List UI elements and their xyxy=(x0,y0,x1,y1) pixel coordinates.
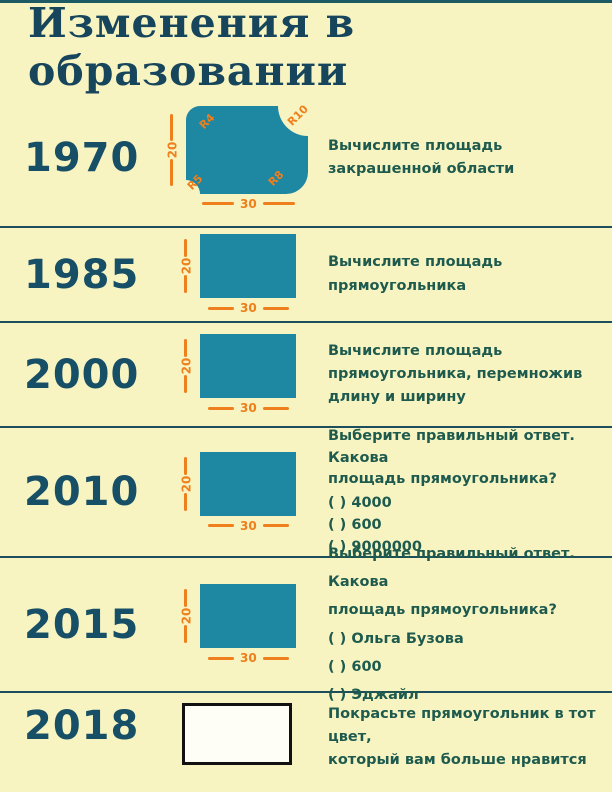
year-label: 2010 xyxy=(24,469,140,515)
dimension-line xyxy=(184,625,188,643)
task-text: Покрасьте прямоугольник в тот цвет, кото… xyxy=(328,703,612,773)
year-label: 2000 xyxy=(24,351,140,398)
dimension-line xyxy=(262,524,289,527)
row-2015: 2015 20 30 Выберите правильный ответ. Ка… xyxy=(0,546,612,703)
dimension-line xyxy=(170,158,174,186)
dimension-line xyxy=(184,375,188,393)
dimension-line xyxy=(184,492,188,511)
width-dimension: 30 xyxy=(207,301,289,315)
height-dimension: 20 xyxy=(178,239,195,293)
task-line: площадь прямоугольника? xyxy=(328,471,557,488)
task-line: прямоугольника xyxy=(328,277,467,294)
task-line: Вычислите площадь xyxy=(328,254,503,271)
answer-option: ( ) 9000000 xyxy=(328,538,422,555)
task-line: Покрасьте прямоугольник в тот цвет, xyxy=(328,706,596,746)
dimension-line xyxy=(184,275,188,293)
row-2018: 2018 Покрасьте прямоугольник в тот цвет,… xyxy=(0,691,612,792)
height-dimension: 20 xyxy=(164,113,181,186)
dimension-line xyxy=(207,524,234,527)
year-label: 2015 xyxy=(24,601,140,648)
height-dimension: 20 xyxy=(178,339,195,393)
dimension-line xyxy=(262,202,295,205)
dimension-line xyxy=(184,456,188,475)
dimension-line xyxy=(262,656,289,660)
width-dimension: 30 xyxy=(207,401,289,415)
height-dimension: 20 xyxy=(178,456,195,511)
width-dimension: 30 xyxy=(207,518,289,533)
width-dimension-label: 30 xyxy=(239,651,257,665)
task-text: Вычислите площадь прямоугольника, перемн… xyxy=(328,340,612,410)
page-title: Изменения в образовании xyxy=(28,0,356,95)
shape-area-2000: 20 30 xyxy=(146,334,328,415)
row-2010: 2010 20 30 Выберите правильный ответ. Ка… xyxy=(0,426,612,556)
task-text: Выберите правильный ответ. Какова площад… xyxy=(328,426,612,559)
task-text: Выберите правильный ответ. Какова площад… xyxy=(328,540,612,710)
rectangle-figure xyxy=(200,334,297,398)
dimension-line xyxy=(184,589,188,607)
height-dimension-label: 20 xyxy=(178,257,193,275)
dimension-line xyxy=(170,113,174,141)
blank-rectangle-figure xyxy=(182,703,292,765)
answer-option: ( ) Ольга Бузова xyxy=(328,630,464,647)
task-line: Вычислите площадь xyxy=(328,137,503,154)
rectangle-figure xyxy=(200,234,297,298)
rectangle-figure xyxy=(200,584,297,648)
dimension-line xyxy=(184,239,188,257)
height-dimension-label: 20 xyxy=(178,357,193,375)
task-line: Вычислите площадь xyxy=(328,342,503,359)
shape-area-2015: 20 30 xyxy=(146,584,328,665)
answer-option: ( ) 600 xyxy=(328,658,382,675)
dimension-line xyxy=(207,656,234,660)
task-line: площадь прямоугольника? xyxy=(328,602,557,619)
width-dimension-label: 30 xyxy=(239,518,257,533)
task-line: длину и ширину xyxy=(328,389,466,406)
row-1985: 1985 20 30 Вычислите площадь прямоугольн… xyxy=(0,226,612,321)
width-dimension: 30 xyxy=(207,651,289,665)
year-label: 2018 xyxy=(24,703,140,749)
answer-option: ( ) 600 xyxy=(328,516,382,533)
dimension-line xyxy=(184,339,188,357)
height-dimension-label: 20 xyxy=(178,475,193,492)
height-dimension: 20 xyxy=(178,589,195,643)
width-dimension-label: 30 xyxy=(239,401,257,415)
dimension-line xyxy=(262,406,289,410)
shape-area-2018 xyxy=(146,703,328,765)
task-text: Вычислите площадь закрашенной области xyxy=(328,135,612,181)
task-line: Выберите правильный ответ. Какова xyxy=(328,427,575,466)
dimension-line xyxy=(201,202,234,205)
task-line: закрашенной области xyxy=(328,161,515,177)
task-text: Вычислите площадь прямоугольника xyxy=(328,251,612,297)
rounded-notched-shape xyxy=(186,105,309,194)
dimension-line xyxy=(262,306,289,310)
width-dimension-label: 30 xyxy=(239,196,257,211)
shaded-region-figure: R4 R10 R5 R8 xyxy=(185,102,310,194)
width-dimension-label: 30 xyxy=(239,301,257,315)
task-line: Выберите правильный ответ. Какова xyxy=(328,545,575,590)
shape-area-1985: 20 30 xyxy=(146,234,328,315)
task-line: прямоугольника, перемножив xyxy=(328,365,583,382)
shape-area-1970: 20 R4 R10 R5 R8 30 xyxy=(146,102,328,211)
answer-option: ( ) Эджайл xyxy=(328,687,419,704)
dimension-line xyxy=(207,406,234,410)
height-dimension-label: 20 xyxy=(164,141,179,158)
shape-area-2010: 20 30 xyxy=(146,451,328,533)
rectangle-figure xyxy=(200,451,297,516)
width-dimension: 30 xyxy=(201,196,295,211)
row-2000: 2000 20 30 Вычислите площадь прямоугольн… xyxy=(0,321,612,426)
year-label: 1985 xyxy=(24,251,140,298)
year-label: 1970 xyxy=(24,135,140,181)
answer-option: ( ) 4000 xyxy=(328,495,392,511)
task-line: который вам больше нравится xyxy=(328,752,587,769)
dimension-line xyxy=(207,306,234,310)
height-dimension-label: 20 xyxy=(178,607,193,625)
row-1970: 1970 20 R4 R10 R5 R8 xyxy=(0,90,612,226)
